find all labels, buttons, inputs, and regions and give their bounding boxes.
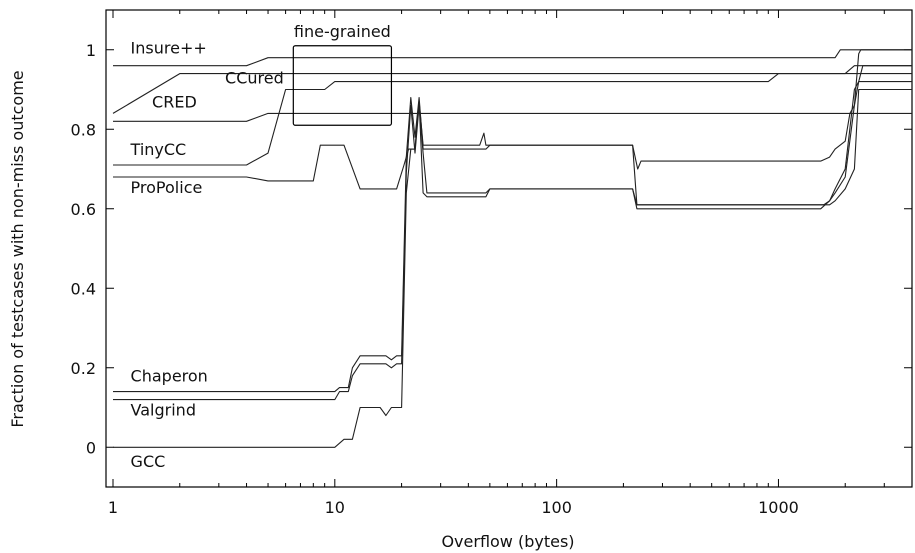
series-line-tinycc	[113, 73, 912, 166]
series-line-cred	[113, 112, 912, 122]
plot-frame	[105, 9, 913, 488]
y-tick-label: 0.8	[71, 120, 96, 139]
x-tick-label: 1000	[758, 498, 799, 517]
series-layer	[112, 49, 912, 448]
x-tick-label: 1	[108, 498, 118, 517]
series-line-insure	[113, 49, 912, 67]
y-tick-label: 0.6	[71, 200, 96, 219]
fine-grained-box	[292, 45, 393, 126]
series-label-tinycc: TinyCC	[130, 140, 187, 159]
x-axis-title: Overflow (bytes)	[441, 532, 574, 551]
series-label-valgrind: Valgrind	[131, 400, 196, 419]
series-label-gcc: GCC	[131, 452, 166, 471]
series-line-chaperon	[113, 88, 912, 393]
series-label-insure: Insure++	[131, 39, 207, 58]
series-line-valgrind	[113, 65, 912, 401]
annotation-label: fine-grained	[294, 22, 391, 41]
series-label-ccured: CCured	[225, 69, 284, 88]
y-tick-label: 1	[86, 41, 96, 60]
x-tick-label: 10	[325, 498, 345, 517]
annotation: fine-grained	[292, 22, 393, 126]
series-line-gcc	[113, 81, 912, 448]
axis-ticks: 1 10 100 1000 0 0.2 0.4 0.6 0.8 1	[71, 10, 913, 517]
y-tick-label: 0	[86, 438, 96, 457]
y-tick-label: 0.4	[71, 279, 96, 298]
x-tick-label: 100	[541, 498, 572, 517]
series-line-propolice	[113, 49, 912, 190]
y-axis-title: Fraction of testcases with non-miss outc…	[8, 70, 27, 427]
series-line-ccured	[112, 65, 912, 114]
y-tick-label: 0.2	[71, 359, 96, 378]
series-label-propolice: ProPolice	[131, 178, 203, 197]
series-label-cred: CRED	[152, 92, 197, 111]
series-labels: Insure++ CCured CRED TinyCC ProPolice Chapero…	[130, 39, 284, 471]
series-label-chaperon: Chaperon	[131, 367, 208, 386]
